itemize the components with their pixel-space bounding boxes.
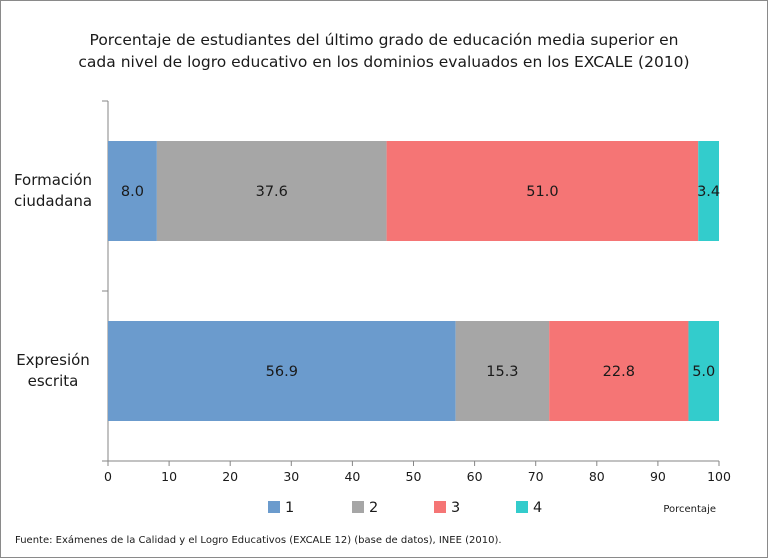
category-label: Expresión (16, 351, 90, 369)
category-label: escrita (28, 372, 79, 390)
legend-swatch (352, 501, 364, 513)
x-tick-label: 90 (650, 469, 666, 484)
data-label: 56.9 (266, 364, 298, 380)
bar-segment-series-3 (549, 321, 689, 421)
bar-segment-series-2 (156, 141, 387, 241)
x-tick-label: 20 (222, 469, 238, 484)
data-label: 3.4 (697, 184, 720, 200)
x-tick-label: 50 (406, 469, 422, 484)
x-tick-label: 10 (161, 469, 177, 484)
data-label: 5.0 (692, 364, 715, 380)
chart-title-line-1: Porcentaje de estudiantes del último gra… (90, 31, 679, 49)
bar-segment-series-2 (455, 321, 550, 421)
category-label: Formación (14, 171, 92, 189)
x-tick-label: 0 (104, 469, 112, 484)
plot-axes: 0 10 20 30 40 50 60 70 80 90 100 Formación ciudadana… (14, 100, 731, 484)
bar-segment-series-1 (108, 321, 456, 421)
plot-bars: 8.0 37.6 51.0 3.4 56.9 15.3 22.8 5.0 (108, 141, 720, 421)
legend-label: 2 (369, 500, 378, 516)
legend-swatch (434, 501, 446, 513)
bar-segment-series-4 (698, 141, 719, 241)
chart-title-line-2: cada nivel de logro educativo en los dom… (78, 53, 689, 71)
x-tick-label: 40 (344, 469, 360, 484)
chart-legend: 1 2 3 4 (268, 500, 542, 516)
bar-segment-series-4 (688, 321, 719, 421)
legend-swatch (516, 501, 528, 513)
legend-swatch (268, 501, 280, 513)
legend-label: 4 (533, 500, 542, 516)
data-label: 8.0 (121, 184, 144, 200)
bar-segment-series-1 (108, 141, 157, 241)
legend-label: 3 (451, 500, 460, 516)
x-tick-label: 100 (707, 469, 731, 484)
data-label: 22.8 (603, 364, 635, 380)
x-tick-label: 70 (528, 469, 544, 484)
x-tick-label: 80 (589, 469, 605, 484)
chart-title: Porcentaje de estudiantes del último gra… (78, 31, 689, 71)
x-tick-label: 30 (283, 469, 299, 484)
legend-label: 1 (285, 500, 294, 516)
source-note: Fuente: Exámenes de la Calidad y el Logr… (15, 534, 502, 546)
data-label: 15.3 (486, 364, 518, 380)
x-axis-label: Porcentaje (663, 504, 716, 515)
data-label: 37.6 (256, 184, 288, 200)
bar-segment-series-3 (386, 141, 699, 241)
category-label: ciudadana (14, 192, 92, 210)
data-label: 51.0 (526, 184, 558, 200)
x-tick-label: 60 (467, 469, 483, 484)
